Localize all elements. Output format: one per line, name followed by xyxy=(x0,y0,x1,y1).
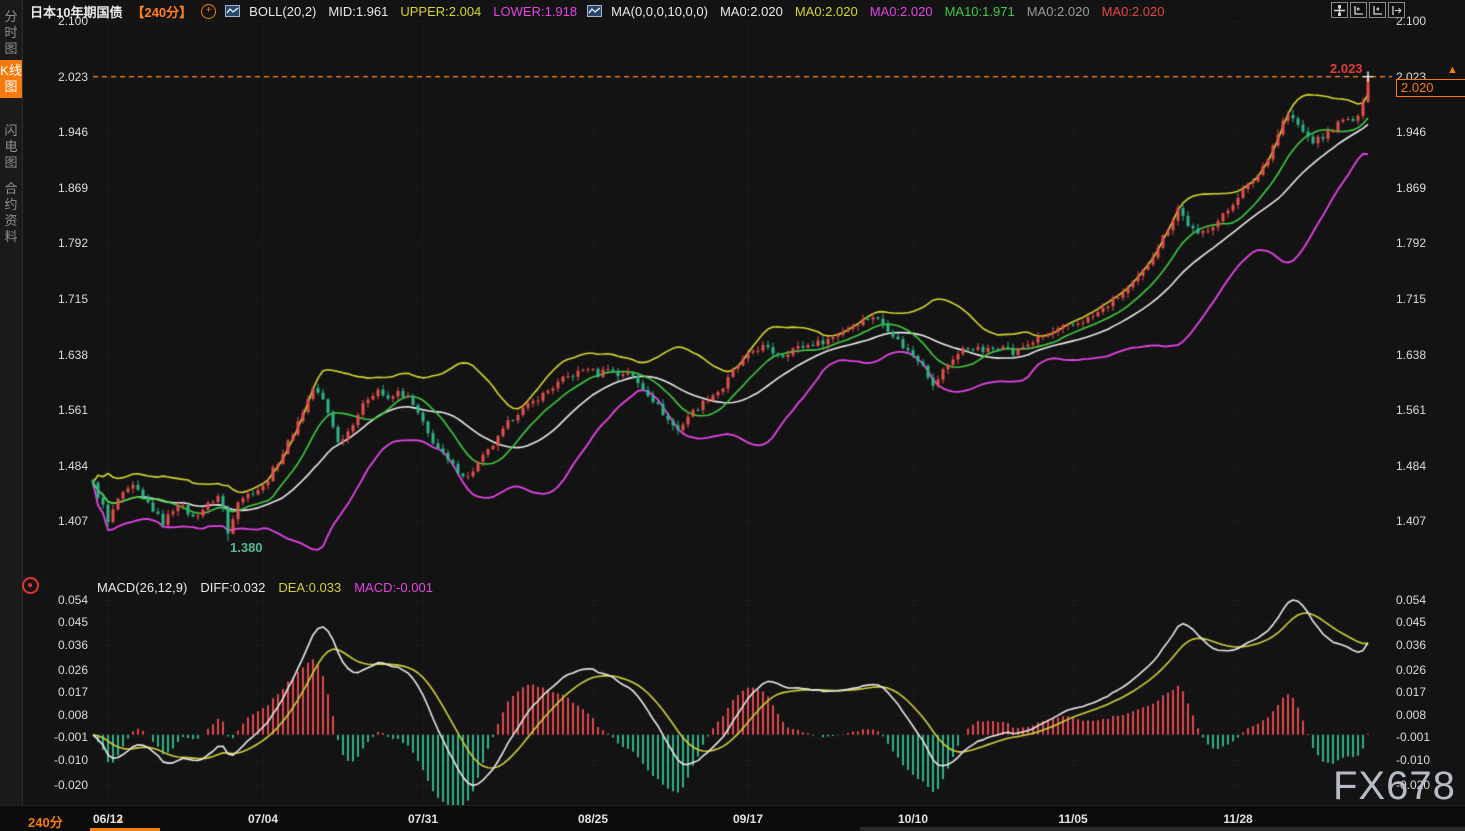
time-axis-label: 11/05 xyxy=(1058,812,1088,826)
macd-value-0: MACD(26,12,9) xyxy=(97,580,188,595)
macd-value-3: MACD:-0.001 xyxy=(354,580,433,595)
sidebar-item-flash-chart[interactable]: 闪电图 xyxy=(4,123,18,170)
chart-toolbar xyxy=(1331,2,1405,18)
timeframe-label[interactable]: 240分 xyxy=(28,815,63,830)
scrollbar-track[interactable] xyxy=(860,827,1465,831)
axis-scale-right-icon[interactable] xyxy=(1369,2,1386,18)
scrollbar-thumb[interactable] xyxy=(90,828,160,831)
chart-header: 日本10年期国债 【240分】 + BOLL(20,2) MID:1.961 UPP… xyxy=(30,1,1165,21)
ma-value-6: MA0:2.020 xyxy=(1101,3,1165,19)
time-axis-label: 07/04 xyxy=(247,812,279,826)
sidebar-item-kline-chart[interactable]: K线图 xyxy=(0,60,22,98)
current-price-box: 2.020 xyxy=(1396,79,1465,97)
time-axis-bar: 240分 ▲ 06/12 07/04 07/31 08/25 09/17 10/10 11/… xyxy=(0,805,1465,831)
ma-value-0: MA(0,0,0,10,0,0) xyxy=(611,3,708,19)
low-price-label: 1.380 xyxy=(230,540,263,555)
boll-indicator-chart-icon[interactable] xyxy=(225,5,241,17)
high-price-label: 2.023 xyxy=(1330,61,1363,76)
ma-indicator-chart-icon[interactable] xyxy=(587,5,603,17)
boll-value-0: BOLL(20,2) xyxy=(249,3,317,19)
macd-value-1: DIFF:0.032 xyxy=(200,580,266,595)
current-price-value: 2.020 xyxy=(1401,80,1434,95)
ma-value-4: MA10:1.971 xyxy=(944,3,1015,19)
timeframe-up-arrow-icon[interactable]: ▲ xyxy=(116,814,125,824)
time-axis-label: 08/25 xyxy=(577,812,609,826)
ma-value-5: MA0:2.020 xyxy=(1026,3,1090,19)
sidebar: 分时图 K线图 闪电图 合约资料 xyxy=(0,0,23,805)
boll-value-1: MID:1.961 xyxy=(328,3,389,19)
ma-value-3: MA0:2.020 xyxy=(869,3,933,19)
macd-target-icon[interactable] xyxy=(22,577,39,594)
sidebar-item-contract-info[interactable]: 合约资料 xyxy=(4,181,18,244)
time-axis-label: 10/10 xyxy=(897,812,929,826)
crosshair-icon[interactable] xyxy=(1331,2,1348,18)
ma-values: MA(0,0,0,10,0,0) MA0:2.020 MA0:2.020 MA0:2.… xyxy=(611,4,1165,19)
circle-plus-icon[interactable]: + xyxy=(201,3,217,19)
period-badge[interactable]: 【240分】 xyxy=(131,4,193,20)
time-axis-label: 11/28 xyxy=(1223,812,1253,826)
boll-values: BOLL(20,2) MID:1.961 UPPER:2.004 LOWER:1.91… xyxy=(249,4,578,19)
macd-header: MACD(26,12,9) DIFF:0.032 DEA:0.033 MACD:-0.… xyxy=(97,580,434,595)
sidebar-item-time-chart[interactable]: 分时图 xyxy=(4,9,18,56)
ma-value-1: MA0:2.020 xyxy=(719,3,783,19)
time-axis-label: 07/31 xyxy=(407,812,439,826)
time-axis-label: 09/17 xyxy=(732,812,764,826)
pan-right-icon[interactable] xyxy=(1388,2,1405,18)
macd-value-2: DEA:0.033 xyxy=(278,580,342,595)
time-axis-label: 06/12 xyxy=(92,812,124,826)
price-up-arrow-icon: ▲ xyxy=(1447,64,1458,76)
symbol-title: 日本10年期国债 xyxy=(30,4,123,20)
ma-value-2: MA0:2.020 xyxy=(794,3,858,19)
boll-value-2: UPPER:2.004 xyxy=(400,3,482,19)
boll-value-3: LOWER:1.918 xyxy=(493,3,578,19)
axis-scale-left-icon[interactable] xyxy=(1350,2,1367,18)
